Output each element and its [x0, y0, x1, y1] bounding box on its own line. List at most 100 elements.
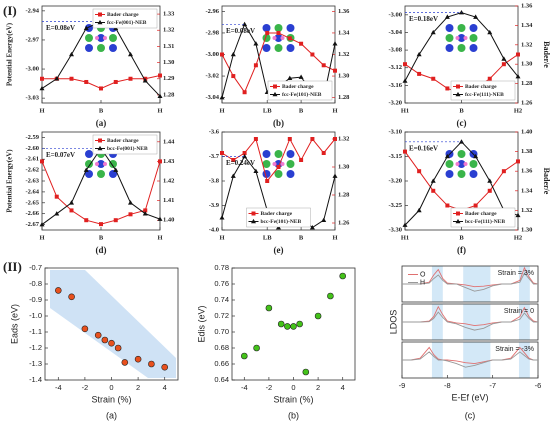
legend-label: fcc-Fe(111)-NEB	[465, 91, 504, 98]
y-tick-label: -2.94	[25, 7, 39, 14]
y2-tick-label: 1.40	[521, 128, 532, 135]
marker	[298, 74, 304, 79]
marker	[158, 73, 162, 78]
atom	[445, 160, 454, 168]
marker	[253, 137, 258, 141]
y-tick-label: 0.74	[214, 295, 229, 304]
highlight-band	[431, 304, 443, 340]
x-axis-label: Strain (%)	[91, 394, 131, 404]
y-axis-label: Potential Energy(eV)	[6, 22, 14, 86]
point	[314, 312, 322, 320]
y-tick-label: 0.78	[214, 263, 229, 272]
y-tick-label: -0.8	[29, 279, 42, 288]
panel: -9 -8 -7 -6 E-Ef (eV) (c) Strain = -3%	[399, 341, 541, 420]
atom	[286, 24, 295, 32]
marker	[332, 41, 338, 46]
panel: -0.7 -0.8 -0.9 -1.0 -1.1 -1.2 -1.3 -1.4 -4 -2 0 2 4 S…	[9, 263, 179, 420]
x-tick-label: 4	[163, 383, 167, 392]
panel-label: (c)	[457, 118, 467, 128]
marker	[69, 200, 74, 205]
y-tick-label: -2.60	[25, 145, 39, 152]
marker	[416, 51, 422, 57]
x-tick-label: LB	[263, 234, 272, 241]
atom	[286, 44, 295, 52]
marker	[487, 29, 493, 35]
x-tick-label: -9	[399, 381, 406, 390]
atom-h	[280, 36, 285, 40]
atom	[286, 170, 295, 178]
x-tick-label: H	[39, 107, 44, 114]
y2-tick-label: 1.28	[338, 191, 350, 198]
atom	[109, 44, 117, 52]
point	[327, 292, 334, 300]
y-tick-label: -3.7	[209, 153, 220, 160]
marker	[128, 212, 133, 217]
marker	[98, 12, 102, 17]
atom	[445, 24, 454, 32]
y-tick-label: -1.3	[29, 359, 42, 368]
y2-tick-label: 1.32	[163, 27, 174, 34]
atom	[85, 34, 93, 42]
marker	[39, 85, 45, 91]
marker	[403, 149, 407, 154]
point	[108, 339, 115, 347]
panel-label: (e)	[274, 245, 284, 255]
y-tick-label: -3.16	[388, 82, 402, 89]
y2-axis-label: Bader/e	[542, 168, 550, 195]
y-tick-label: -4.0	[209, 226, 219, 233]
x-tick-label: H	[219, 107, 224, 114]
annotation: E=0.08eV	[226, 27, 255, 35]
y2-tick-label: 1.30	[163, 59, 174, 66]
legend-label: bcc-Fe(001)-NEB	[107, 145, 148, 152]
marker	[143, 208, 148, 213]
atom	[274, 170, 283, 178]
marker	[84, 218, 89, 223]
marker	[220, 151, 224, 155]
y-tick-label: -2.64	[25, 188, 39, 195]
atom	[85, 150, 93, 158]
marker	[299, 41, 304, 46]
atom	[469, 34, 478, 42]
atom-h	[103, 36, 107, 40]
x-tick-label: B	[99, 107, 104, 114]
series-line	[41, 147, 161, 225]
marker	[459, 139, 464, 144]
marker	[220, 52, 224, 57]
y2-tick-label: 1.31	[163, 43, 174, 50]
atom	[286, 150, 295, 158]
atom-h	[103, 162, 107, 166]
x-tick-label: 0	[109, 383, 113, 392]
atom	[469, 160, 478, 168]
point	[81, 325, 89, 333]
atom	[109, 170, 117, 178]
section-label: (II)	[3, 259, 22, 274]
marker	[309, 224, 315, 230]
marker	[40, 159, 44, 164]
marker	[251, 211, 256, 216]
y2-tick-label: 1.30	[338, 73, 349, 80]
legend-label: bcc-Fe(111)-NEB	[465, 218, 505, 225]
highlight-band	[431, 266, 443, 302]
annotation: E=0.07eV	[46, 151, 75, 159]
y2-tick-label: 1.26	[338, 219, 350, 226]
legend-box	[246, 207, 311, 228]
atom	[286, 160, 295, 168]
annotation: Strain = -3%	[495, 346, 534, 353]
point	[284, 323, 291, 330]
x-tick-label: 4	[341, 383, 345, 392]
x-tick-label: -7	[489, 381, 496, 390]
marker	[69, 51, 74, 57]
marker	[321, 63, 326, 68]
marker	[333, 68, 337, 73]
x-tick-label: -8	[444, 381, 451, 390]
marker	[416, 207, 422, 213]
y-tick-label: -2.65	[25, 199, 39, 206]
x-tick-label: 0	[291, 383, 295, 392]
point	[134, 355, 142, 363]
legend-box	[450, 207, 516, 228]
panel-label: (b)	[273, 118, 284, 128]
y2-tick-label: 1.34	[338, 29, 350, 36]
y2-tick-label: 1.33	[163, 11, 175, 18]
marker	[287, 36, 292, 41]
x-tick-label: B	[459, 234, 464, 241]
